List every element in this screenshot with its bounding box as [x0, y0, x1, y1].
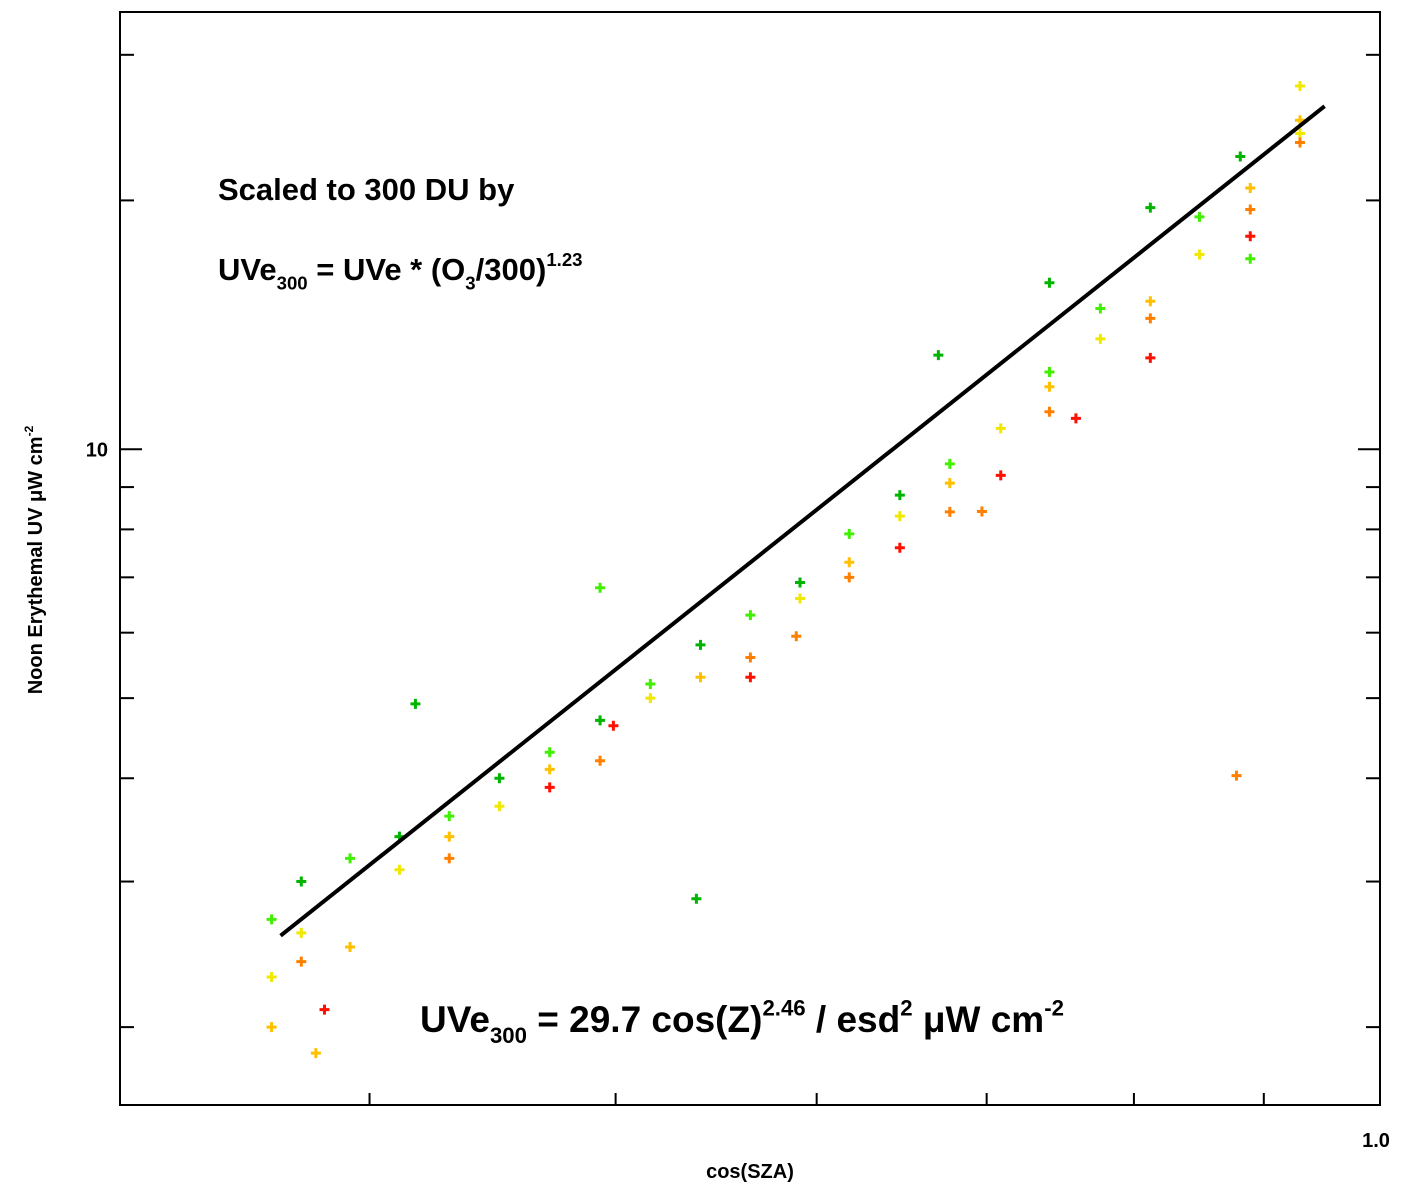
point — [608, 720, 619, 731]
point — [394, 864, 405, 875]
point — [444, 853, 455, 864]
fit-line — [279, 104, 1326, 938]
point — [791, 631, 802, 642]
point — [645, 693, 656, 704]
point — [1245, 183, 1256, 194]
point — [745, 652, 756, 663]
point — [1095, 333, 1106, 344]
annotation-sup: -2 — [1044, 995, 1064, 1020]
point — [444, 831, 455, 842]
annotation-sup: 2 — [900, 995, 912, 1020]
point — [296, 956, 307, 967]
point — [345, 942, 356, 953]
annotation-sub: 3 — [465, 272, 475, 293]
point — [695, 639, 706, 650]
point — [444, 811, 455, 822]
point — [1044, 406, 1055, 417]
point — [844, 528, 855, 539]
annotation-sub: 300 — [277, 272, 308, 293]
point — [1194, 211, 1205, 222]
point — [976, 506, 987, 517]
point — [1145, 313, 1156, 324]
point — [595, 582, 606, 593]
point — [1145, 202, 1156, 213]
point — [1145, 352, 1156, 363]
annotation-text: Scaled to 300 DU by — [218, 172, 515, 207]
point — [844, 572, 855, 583]
point — [296, 927, 307, 938]
point — [944, 478, 955, 489]
annotation-text: / esd — [806, 999, 901, 1040]
point — [745, 610, 756, 621]
point — [544, 782, 555, 793]
annotation-text: /300) — [476, 252, 547, 287]
point — [494, 773, 505, 784]
annotation-text: μW cm — [913, 999, 1045, 1040]
point — [1095, 303, 1106, 314]
plot-frame — [119, 11, 1381, 1106]
x-tick-label: 1.0 — [1362, 1130, 1390, 1152]
annotation-text: = UVe * (O — [308, 252, 466, 287]
annotation: UVe300 = 29.7 cos(Z)2.46 / esd2 μW cm-2 — [420, 995, 1064, 1048]
annotation-sup: 1.23 — [546, 249, 582, 270]
point — [310, 1048, 321, 1059]
y-tick-label: 10 — [86, 439, 108, 461]
point — [494, 801, 505, 812]
annotation-text: = 29.7 cos(Z) — [527, 999, 762, 1040]
point — [1294, 137, 1305, 148]
point — [795, 593, 806, 604]
point — [695, 672, 706, 683]
point — [1194, 249, 1205, 260]
point — [844, 557, 855, 568]
point — [1294, 128, 1305, 139]
point — [995, 423, 1006, 434]
point — [1145, 296, 1156, 307]
point — [266, 971, 277, 982]
point — [1070, 413, 1081, 424]
point — [1245, 253, 1256, 264]
point — [944, 458, 955, 469]
annotation-sub: 300 — [490, 1023, 527, 1048]
annotation: Scaled to 300 DU by — [218, 172, 515, 207]
point — [645, 679, 656, 690]
point — [894, 511, 905, 522]
point — [894, 490, 905, 501]
point — [1245, 204, 1256, 215]
point — [944, 506, 955, 517]
point — [1294, 81, 1305, 92]
point — [544, 764, 555, 775]
point — [933, 350, 944, 361]
point — [266, 1022, 277, 1033]
point — [1245, 231, 1256, 242]
point — [595, 715, 606, 726]
point — [1044, 381, 1055, 392]
point — [544, 747, 555, 758]
y-axis-label: Noon Erythemal UV μW cm-2 — [22, 425, 47, 694]
point — [296, 876, 307, 887]
point — [345, 853, 356, 864]
annotation-text: UVe — [218, 252, 277, 287]
x-axis-label: cos(SZA) — [706, 1161, 794, 1183]
point — [894, 542, 905, 553]
annotation-text: UVe — [420, 999, 490, 1040]
point — [1235, 151, 1246, 162]
annotation-sup: -2 — [22, 425, 36, 436]
point — [691, 893, 702, 904]
point — [795, 577, 806, 588]
point — [595, 755, 606, 766]
point — [745, 672, 756, 683]
annotation-text: Noon Erythemal UV μW cm — [25, 436, 47, 694]
point — [266, 914, 277, 925]
point — [1044, 367, 1055, 378]
point — [410, 698, 421, 709]
annotation-sup: 2.46 — [762, 995, 805, 1020]
point — [319, 1004, 330, 1015]
annotation: UVe300 = UVe * (O3/300)1.23 — [218, 249, 583, 293]
point — [995, 470, 1006, 481]
point — [1044, 277, 1055, 288]
point — [1231, 770, 1242, 781]
